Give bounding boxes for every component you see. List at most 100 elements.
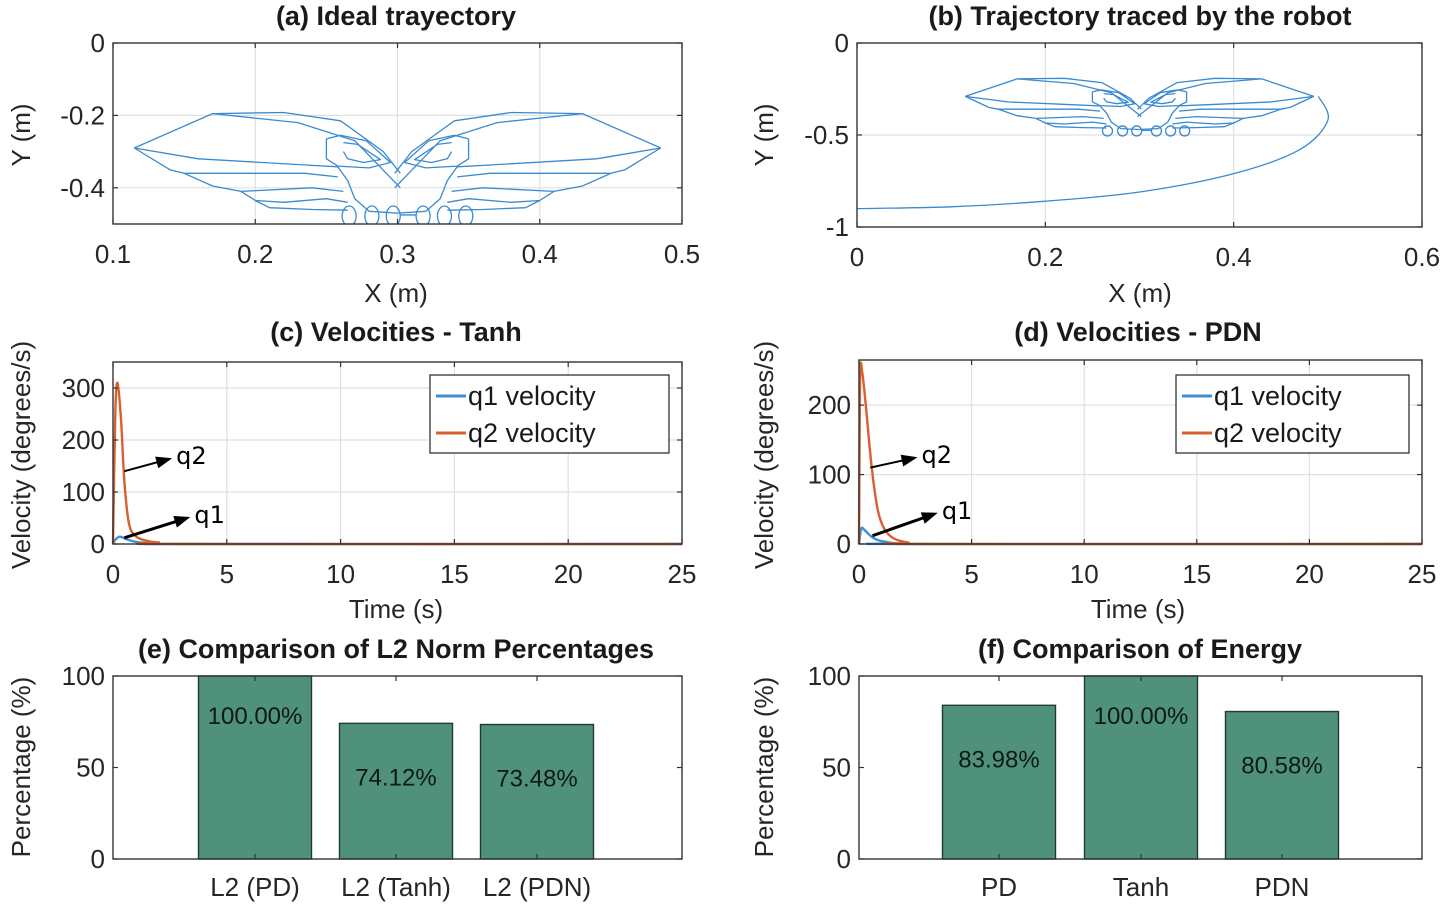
y-tick-label: 300 (62, 373, 105, 403)
x-tick-label: 0 (850, 242, 864, 272)
y-tick-label: 0 (91, 844, 105, 874)
ideal-foot-circle (341, 205, 357, 224)
robot-trajectory-segment (1017, 78, 1142, 118)
ideal-foot-circle (458, 205, 474, 224)
bar-pd (941, 704, 1057, 860)
x-tick-label: 0.3 (379, 239, 415, 269)
annotation-label-q1: q1 (942, 497, 973, 525)
annotation-label-q2: q2 (176, 442, 207, 470)
y-tick-label: 0 (91, 28, 105, 58)
ideal-trajectory-segment (240, 190, 348, 203)
x-tick-label: Tanh (1113, 872, 1169, 902)
robot-trajectory-segment (1172, 122, 1234, 129)
legend-box (429, 374, 670, 454)
robot-trajectory-segment (1035, 117, 1107, 125)
panel-e-ylabel: Percentage (%) (6, 677, 36, 858)
x-tick-label: PD (981, 872, 1017, 902)
x-tick-label: 20 (554, 559, 583, 589)
panel-e-l2-norm-comparison: (e) Comparison of L2 Norm Percentages Pe… (6, 634, 683, 902)
ideal-trajectory-segment (403, 134, 470, 169)
robot-trajectory-segment (1103, 92, 1129, 105)
axes-frame (112, 361, 683, 545)
panel-a-xlabel: X (m) (364, 278, 428, 308)
robot-trajectory-segment (1178, 95, 1314, 107)
panel-f-energy-comparison: (f) Comparison of Energy Percentage (%) … (749, 634, 1423, 902)
y-tick-label: -1 (826, 212, 849, 242)
bar-data-label: 80.58% (1241, 753, 1322, 780)
panel-b-trajectory (856, 77, 1330, 210)
y-tick-label: -0.4 (60, 173, 105, 203)
x-tick-label: L2 (PD) (210, 872, 300, 902)
robot-trajectory-segment (965, 77, 1142, 110)
annotation-arrowhead-q1 (173, 516, 191, 528)
bar-data-label: 83.98% (958, 746, 1039, 773)
ideal-trajectory-segment (212, 112, 401, 189)
y-tick-label: -0.2 (60, 100, 105, 130)
panel-e-title: (e) Comparison of L2 Norm Percentages (138, 634, 654, 664)
panel-c-ylabel: Velocity (degrees/s) (6, 341, 36, 569)
ideal-foot-circle (436, 205, 453, 224)
robot-foot-circle (1116, 125, 1129, 137)
panel-b-robot-trajectory: (b) Trajectory traced by the robot X (m)… (749, 1, 1440, 308)
y-tick-label: 0 (837, 844, 851, 874)
ideal-trajectory-segment (394, 111, 661, 174)
robot-trajectory-segment (1172, 117, 1244, 125)
y-tick-label: 50 (822, 753, 851, 783)
x-tick-label: L2 (PDN) (483, 872, 591, 902)
panel-a-ideal-trajectory: (a) Ideal trayectory X (m) Y (m) 0 -0.2 -0… (6, 1, 700, 308)
y-tick-label: 50 (76, 753, 105, 783)
annotation-arrowhead-q1 (920, 512, 938, 524)
ideal-trajectory-segment (325, 134, 392, 169)
bar-l2-tanh (338, 722, 454, 860)
panel-c-xlabel: Time (s) (349, 594, 443, 624)
ideal-trajectory-segment (134, 111, 401, 174)
bar-data-label: 100.00% (1094, 703, 1189, 730)
ideal-trajectory-segment (447, 190, 555, 203)
robot-trajectory-segment (1143, 89, 1188, 108)
y-tick-label: 0 (835, 28, 849, 58)
legend-entry-q1: q1 velocity (1214, 381, 1342, 411)
panel-b-xlabel: X (m) (1108, 278, 1172, 308)
x-tick-label: 0.1 (95, 239, 131, 269)
x-tick-label: 5 (964, 559, 978, 589)
ideal-trajectory-segment (447, 199, 540, 211)
x-tick-label: 0.2 (1027, 242, 1063, 272)
panel-f-ylabel: Percentage (%) (749, 677, 779, 858)
x-tick-label: 0.4 (522, 239, 558, 269)
robot-foot-circle (1164, 125, 1177, 137)
bar-data-label: 73.48% (496, 766, 577, 793)
x-tick-label: 10 (326, 559, 355, 589)
axes-frame (858, 359, 1423, 545)
panel-d-title: (d) Velocities - PDN (1014, 317, 1262, 347)
panel-a-title: (a) Ideal trayectory (276, 1, 516, 31)
panel-d-ylabel: Velocity (degrees/s) (749, 341, 779, 569)
ideal-foot-circle (364, 205, 380, 224)
panel-f-title: (f) Comparison of Energy (978, 634, 1302, 664)
panel-d-xlabel: Time (s) (1091, 594, 1185, 624)
x-tick-label: L2 (Tanh) (341, 872, 451, 902)
ideal-trajectory-segment (342, 141, 382, 164)
y-tick-label: 200 (808, 390, 851, 420)
robot-foot-circle (1179, 125, 1191, 137)
legend: q1 velocity q2 velocity (1175, 374, 1410, 454)
legend: q1 velocity q2 velocity (429, 374, 670, 454)
legend-entry-q2: q2 velocity (468, 418, 596, 448)
x-tick-label: 15 (1182, 559, 1211, 589)
y-tick-label: 0 (837, 529, 851, 559)
y-tick-label: -0.5 (804, 120, 849, 150)
bar-data-label: 74.12% (355, 764, 436, 791)
y-tick-label: 100 (62, 661, 105, 691)
x-tick-label: 15 (440, 559, 469, 589)
annotation-label-q2: q2 (922, 441, 953, 469)
y-tick-label: 100 (808, 661, 851, 691)
panel-a-ylabel: Y (m) (6, 103, 36, 166)
x-tick-label: 0.2 (237, 239, 273, 269)
panel-a-trajectory (133, 111, 662, 224)
y-tick-label: 0 (91, 529, 105, 559)
y-tick-label: 100 (808, 460, 851, 490)
panel-c-velocities-tanh: (c) Velocities - Tanh Time (s) Velocity … (6, 317, 696, 624)
y-tick-label: 200 (62, 425, 105, 455)
ideal-trajectory-segment (394, 112, 583, 189)
bar-pdn (1224, 710, 1340, 860)
